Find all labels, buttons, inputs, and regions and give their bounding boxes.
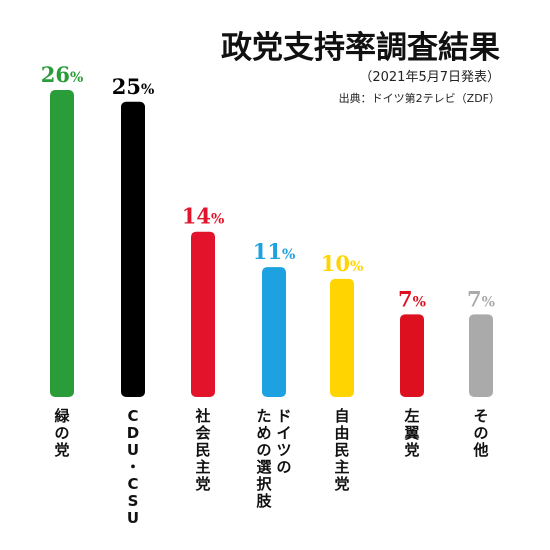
bar-5 — [400, 314, 424, 397]
bar-6 — [469, 314, 493, 397]
category-label-0: 緑の党 — [54, 407, 70, 459]
bar-1 — [121, 101, 145, 398]
bar-2 — [191, 231, 215, 397]
value-label-2: 14% — [182, 204, 225, 229]
value-label-0: 26% — [41, 62, 84, 87]
bar-0 — [50, 90, 74, 397]
category-label-6: その他 — [473, 407, 489, 459]
category-label-1: C D U ・ C S U — [125, 407, 141, 527]
value-label-1: 25% — [112, 74, 155, 99]
bar-3 — [262, 267, 286, 397]
value-label-6: 7% — [467, 286, 495, 311]
bar-4 — [330, 278, 354, 397]
category-label-2: 社会民主党 — [195, 407, 211, 493]
chart-title: 政党支持率調査結果 — [221, 30, 500, 66]
value-label-4: 10% — [321, 251, 364, 276]
category-label-3: ドイツのための選択肢 — [256, 407, 292, 510]
value-label-5: 7% — [398, 286, 426, 311]
category-label-4: 自由民主党 — [334, 407, 350, 493]
chart-subtitle: （2021年5月7日発表） — [359, 70, 500, 85]
chart-source: 出典：ドイツ第2テレビ（ZDF） — [338, 92, 500, 105]
value-label-3: 11% — [253, 239, 296, 264]
category-label-5: 左翼党 — [404, 407, 420, 459]
